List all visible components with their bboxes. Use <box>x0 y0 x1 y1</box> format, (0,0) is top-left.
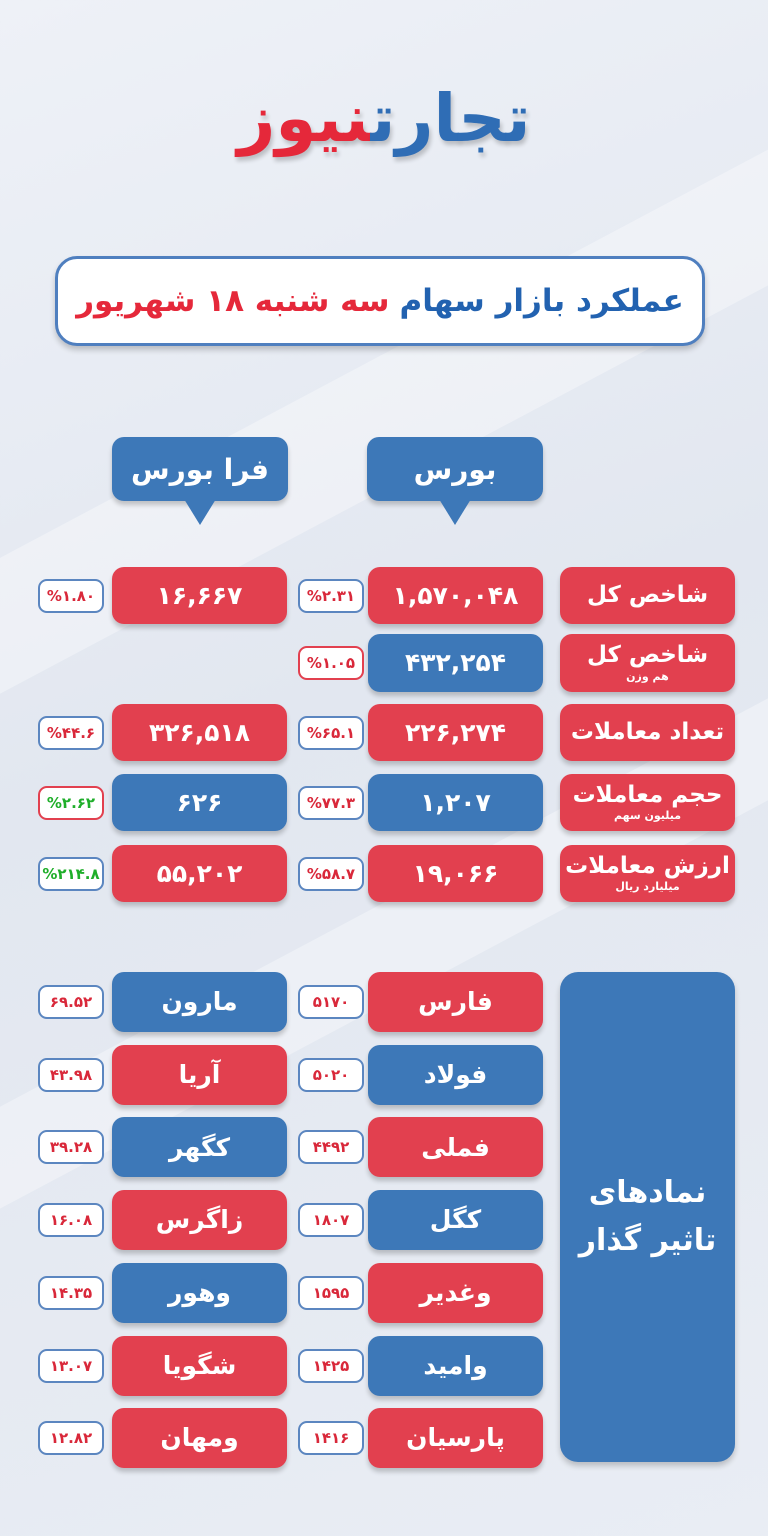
bourse-change-badge: %۵۸.۷ <box>298 856 364 891</box>
symbol-name: شگویا <box>162 1350 237 1380</box>
farabourse-symbol: وهور <box>112 1262 287 1323</box>
header-farabourse: فرا بورس <box>112 437 288 525</box>
bourse-symbol: وامید <box>368 1335 543 1396</box>
bourse-symbol: فارس <box>368 972 543 1032</box>
bourse-change-badge: %۲.۳۱ <box>298 578 364 613</box>
value-text: ۱۹,۰۶۶ <box>412 858 499 888</box>
title-date: سه شنبه ۱۸ شهریور <box>76 283 390 319</box>
value-text: ۱۶,۶۶۷ <box>156 580 243 610</box>
value-text: ۱,۲۰۷ <box>420 787 491 817</box>
label-unit: هم وزن <box>626 669 669 683</box>
bourse-symbol: فولاد <box>368 1044 543 1105</box>
bourse-change-badge: %۷۷.۳ <box>298 785 364 820</box>
symbol-name: کگهر <box>168 1132 231 1162</box>
farabourse-symbol-impact: ۱۶.۰۸ <box>38 1203 104 1238</box>
bourse-symbol-impact: ۴۴۹۲ <box>298 1130 364 1165</box>
logo-part-tejarat: تجارت <box>370 80 533 157</box>
bourse-value: ۴۳۲,۲۵۴ <box>368 634 543 692</box>
farabourse-value: ۵۵,۲۰۲ <box>112 845 287 902</box>
farabourse-change-badge: %۴۴.۶ <box>38 715 104 750</box>
farabourse-symbol-impact: ۳۹.۲۸ <box>38 1130 104 1165</box>
indicator-label: تعداد معاملات <box>560 704 735 761</box>
bourse-symbol: فملی <box>368 1117 543 1178</box>
farabourse-symbol-impact: ۱۳.۰۷ <box>38 1348 104 1383</box>
label-text: تعداد معاملات <box>570 718 725 745</box>
symbol-name: وغدیر <box>419 1278 492 1308</box>
value-text: ۱,۵۷۰,۰۴۸ <box>392 580 519 610</box>
symbol-name: وامید <box>423 1350 488 1380</box>
label-text: شاخص کل <box>586 581 709 608</box>
bourse-symbol: وغدیر <box>368 1262 543 1323</box>
farabourse-value: ۶۲۶ <box>112 774 287 831</box>
indicator-label: شاخص کل هم وزن <box>560 634 735 692</box>
symbol-name: فولاد <box>423 1059 488 1089</box>
label-unit: میلیارد ریال <box>615 880 680 894</box>
bourse-symbol-impact: ۱۸۰۷ <box>298 1203 364 1238</box>
bourse-symbol: کگل <box>368 1190 543 1251</box>
symbol-name: ومهان <box>160 1423 239 1453</box>
symbol-name: مارون <box>161 987 238 1017</box>
value-text: ۳۲۶,۵۱۸ <box>148 717 251 747</box>
symbol-name: پارسیان <box>406 1423 505 1453</box>
header-bourse: بورس <box>367 437 543 525</box>
bourse-symbol-impact: ۱۵۹۵ <box>298 1275 364 1310</box>
bourse-value: ۱,۵۷۰,۰۴۸ <box>368 567 543 624</box>
farabourse-change-badge: %۲.۶۲ <box>38 785 104 820</box>
farabourse-value: ۱۶,۶۶۷ <box>112 567 287 624</box>
label-text: ارزش معاملات <box>565 852 730 879</box>
bourse-symbol: پارسیان <box>368 1408 543 1469</box>
symbol-name: زاگرس <box>155 1205 244 1235</box>
title-main: عملکرد بازار سهام <box>399 283 684 319</box>
header-label: فرا بورس <box>131 452 269 486</box>
bourse-symbol-impact: ۵۱۷۰ <box>298 985 364 1019</box>
symbol-name: آریا <box>178 1059 221 1089</box>
farabourse-symbol: زاگرس <box>112 1190 287 1251</box>
symbol-name: فارس <box>418 987 493 1017</box>
logo-part-news: نیوز <box>237 80 372 157</box>
farabourse-symbol: آریا <box>112 1044 287 1105</box>
bourse-change-badge: %۶۵.۱ <box>298 715 364 750</box>
symbol-name: فملی <box>421 1132 490 1162</box>
label-text: حجم معاملات <box>572 781 723 808</box>
farabourse-value: ۳۲۶,۵۱۸ <box>112 704 287 761</box>
influential-symbols-title: نمادهای تاثیر گذار <box>560 972 735 1462</box>
symbol-name: کگل <box>429 1205 482 1235</box>
value-text: ۲۲۶,۲۷۴ <box>404 717 507 747</box>
farabourse-symbol: مارون <box>112 972 287 1032</box>
title-line: تاثیر گذار <box>578 1223 717 1258</box>
value-text: ۴۳۲,۲۵۴ <box>404 648 507 678</box>
farabourse-change-badge: %۲۱۴.۸ <box>38 856 104 891</box>
label-unit: میلیون سهم <box>613 809 682 823</box>
symbol-name: وهور <box>168 1278 231 1308</box>
page-title: عملکرد بازار سهام سه شنبه ۱۸ شهریور <box>55 256 705 346</box>
farabourse-symbol-impact: ۱۲.۸۲ <box>38 1421 104 1456</box>
farabourse-symbol-impact: ۱۴.۳۵ <box>38 1275 104 1310</box>
bourse-change-badge: %۱.۰۵ <box>298 646 364 680</box>
label-text: شاخص کل <box>586 642 709 669</box>
bourse-value: ۱,۲۰۷ <box>368 774 543 831</box>
farabourse-symbol: شگویا <box>112 1335 287 1396</box>
value-text: ۶۲۶ <box>176 787 223 817</box>
bourse-value: ۲۲۶,۲۷۴ <box>368 704 543 761</box>
farabourse-change-badge: %۱.۸۰ <box>38 578 104 613</box>
farabourse-symbol-impact: ۴۳.۹۸ <box>38 1057 104 1092</box>
title-line: نمادهای <box>588 1175 707 1210</box>
farabourse-symbol: کگهر <box>112 1117 287 1178</box>
farabourse-symbol: ومهان <box>112 1408 287 1469</box>
bourse-value: ۱۹,۰۶۶ <box>368 845 543 902</box>
bourse-symbol-impact: ۱۴۱۶ <box>298 1421 364 1456</box>
indicator-label: ارزش معاملات میلیارد ریال <box>560 845 735 902</box>
indicator-label: حجم معاملات میلیون سهم <box>560 774 735 831</box>
bourse-symbol-impact: ۱۴۲۵ <box>298 1348 364 1383</box>
header-label: بورس <box>413 452 497 486</box>
farabourse-symbol-impact: ۶۹.۵۲ <box>38 985 104 1019</box>
logo: تجارتنیوز <box>0 80 768 157</box>
bourse-symbol-impact: ۵۰۲۰ <box>298 1057 364 1092</box>
value-text: ۵۵,۲۰۲ <box>156 858 243 888</box>
indicator-label: شاخص کل <box>560 567 735 624</box>
